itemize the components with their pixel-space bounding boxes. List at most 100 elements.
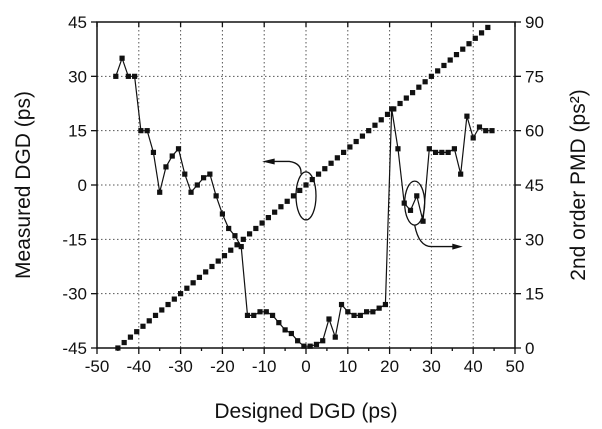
dgd-point	[435, 68, 441, 74]
dgd-point	[347, 144, 353, 150]
dgd-point	[152, 312, 159, 318]
pmd-point	[407, 207, 414, 213]
dgd-callout-arrowhead	[262, 158, 275, 165]
y2-tick-label: 60	[525, 122, 544, 141]
dgd-point	[472, 35, 478, 41]
dgd-point	[171, 296, 177, 302]
dgd-point	[196, 274, 203, 280]
y-tick-label: 15	[68, 122, 87, 141]
dgd-callout-pointer	[266, 160, 302, 174]
dgd-point	[215, 258, 221, 264]
y2-tick-label: 90	[525, 13, 544, 32]
pmd-point	[138, 128, 144, 134]
pmd-point	[125, 73, 131, 79]
pmd-point	[207, 171, 213, 177]
pmd-point	[439, 149, 445, 155]
pmd-series	[113, 55, 495, 349]
pmd-line	[115, 56, 492, 347]
dgd-point	[341, 149, 347, 155]
pmd-point	[470, 135, 476, 141]
dgd-point	[384, 111, 391, 117]
pmd-point	[338, 301, 345, 308]
pmd-point	[257, 309, 263, 315]
pmd-point	[464, 113, 470, 119]
pmd-point	[376, 305, 382, 311]
dgd-point	[366, 128, 372, 134]
y2-tick-labels: 0 15 30 45 60 75 90	[525, 13, 544, 358]
pmd-point	[332, 334, 338, 340]
pmd-point	[432, 149, 439, 155]
pmd-point	[307, 343, 313, 349]
pmd-point	[451, 146, 457, 152]
y2-axis-title: 2nd order PMD (ps²)	[567, 89, 590, 280]
dgd-point	[428, 73, 434, 79]
y2-tick-label: 30	[525, 230, 544, 249]
x-tick-label: 10	[338, 357, 357, 376]
dgd-point	[322, 166, 328, 172]
dgd-callout-ellipse	[295, 171, 317, 221]
dgd-point	[190, 280, 196, 286]
pmd-point	[232, 233, 238, 239]
dgd-point	[466, 41, 472, 47]
x-tick-label: 40	[464, 357, 483, 376]
dgd-point	[378, 117, 384, 123]
y-tick-label: 30	[68, 67, 87, 86]
y2-tick-label: 0	[525, 339, 534, 358]
y-tick-label: 0	[78, 176, 87, 195]
pmd-point	[188, 189, 194, 195]
pmd-point	[326, 316, 332, 322]
pmd-point	[301, 343, 307, 349]
y2-tick-label: 15	[525, 285, 544, 304]
y-tick-labels: -45 -30 -15 0 15 30 45	[62, 13, 87, 358]
y-tick-label: -30	[62, 285, 87, 304]
dgd-point	[134, 329, 140, 335]
dgd-point	[297, 187, 303, 194]
pmd-point	[414, 193, 420, 199]
dgd-point	[353, 138, 359, 145]
pmd-point	[426, 146, 432, 152]
dgd-point	[246, 231, 253, 237]
pmd-callout-pointer	[414, 224, 459, 248]
x-tick-label: -50	[85, 357, 110, 376]
pmd-point	[282, 327, 288, 333]
dgd-point	[309, 176, 315, 183]
pmd-callout-ellipse	[404, 180, 426, 226]
pmd-point	[194, 182, 200, 188]
dgd-point	[146, 318, 152, 324]
pmd-point	[458, 171, 464, 177]
dgd-point	[372, 122, 378, 128]
pmd-point	[313, 341, 320, 347]
pmd-point	[476, 124, 483, 130]
dgd-series	[115, 24, 491, 351]
x-tick-label: -40	[127, 357, 152, 376]
y-tick-label: 45	[68, 13, 87, 32]
pmd-point	[382, 301, 389, 308]
pmd-point	[200, 175, 207, 181]
dgd-point	[403, 95, 409, 101]
pmd-point	[175, 146, 182, 152]
dgd-point	[259, 220, 265, 226]
y2-tick-label: 45	[525, 176, 544, 195]
ticks	[91, 21, 521, 354]
dgd-point	[265, 215, 271, 221]
annotations	[262, 158, 463, 250]
pmd-point	[213, 193, 219, 199]
y-tick-label: -45	[62, 339, 87, 358]
y-tick-label: -15	[62, 230, 87, 249]
pmd-point	[370, 309, 376, 315]
pmd-point	[263, 309, 269, 315]
dgd-point	[328, 160, 334, 166]
x-tick-label: -30	[168, 357, 193, 376]
dgd-point	[303, 182, 309, 188]
x-tick-label: 0	[301, 357, 310, 376]
pmd-point	[144, 128, 150, 134]
pmd-point	[295, 338, 301, 344]
dgd-point	[140, 323, 146, 329]
dgd-point	[485, 24, 491, 31]
dgd-point	[159, 307, 165, 313]
dgd-point	[290, 193, 297, 199]
x-tick-label: 30	[422, 357, 441, 376]
pmd-point	[113, 73, 119, 79]
pmd-point	[119, 55, 125, 61]
dgd-point	[228, 247, 234, 253]
